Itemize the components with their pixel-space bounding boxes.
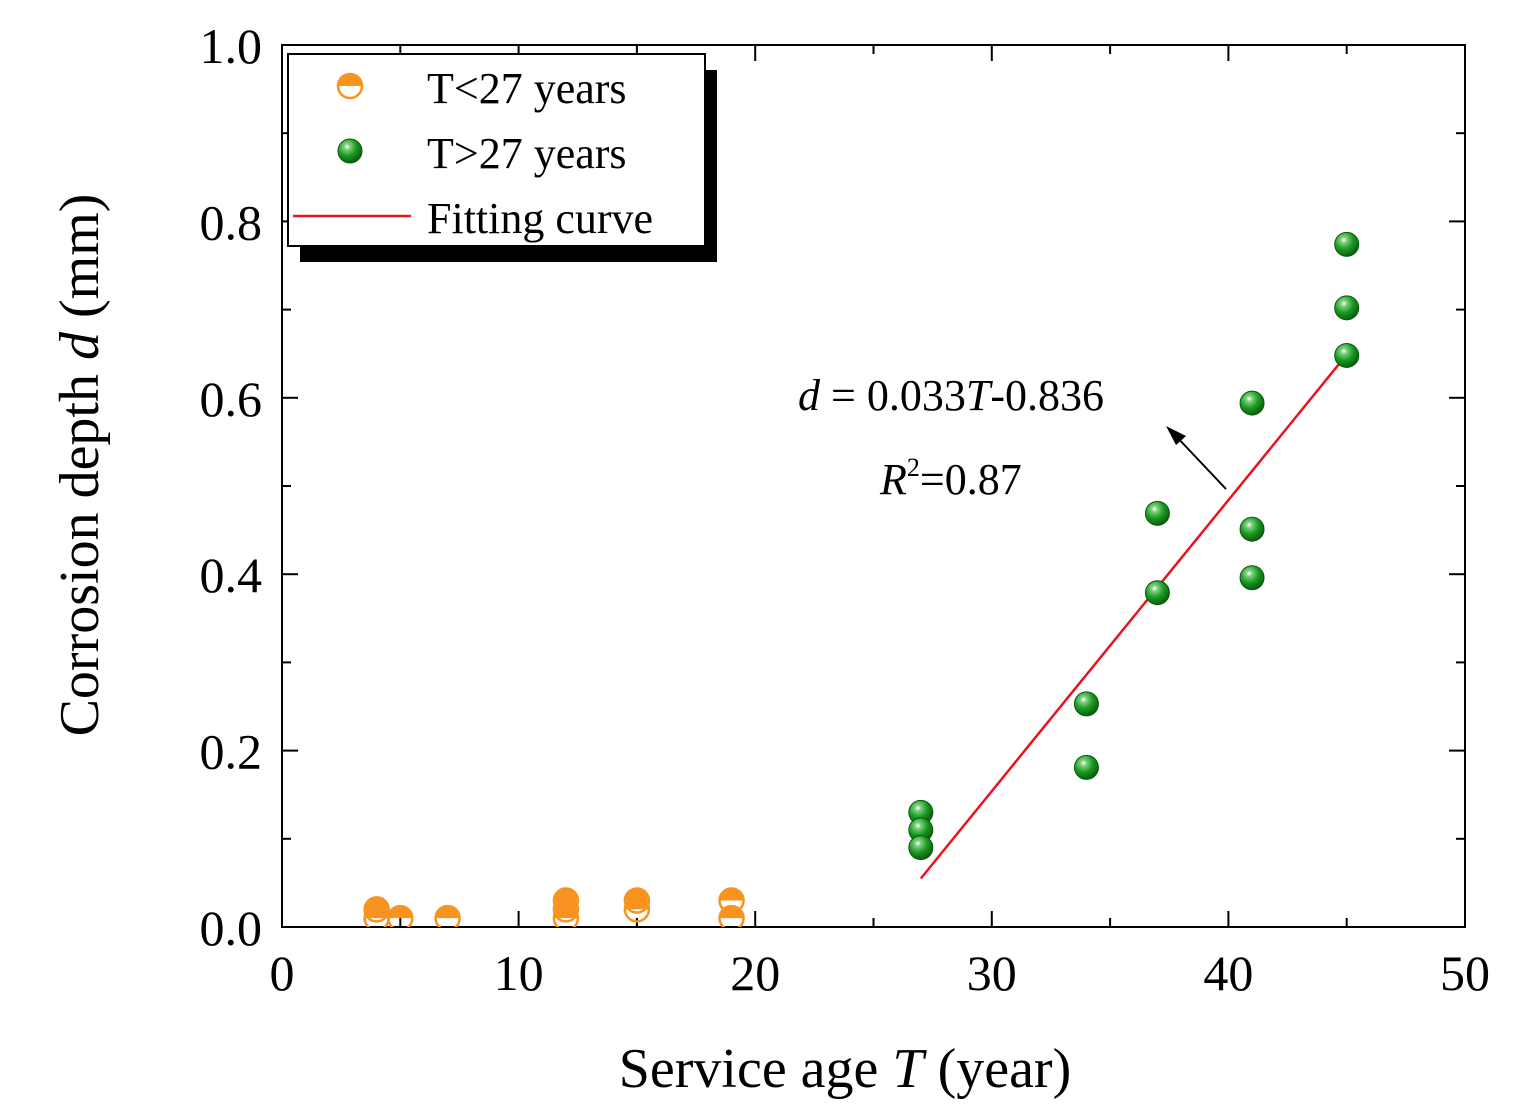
y-tick-labels: 0.0 0.2 0.4 0.6 0.8 1.0 (200, 18, 263, 956)
data-point-t-lt-27 (623, 896, 651, 923)
marker-outline (434, 904, 461, 927)
marker-outline (623, 896, 651, 923)
data-point-t-lt-27 (387, 904, 414, 927)
annotation-arrow (1166, 426, 1227, 490)
marker-sphere (1334, 295, 1360, 321)
marker-outline (552, 896, 580, 923)
data-point-t-lt-27 (363, 896, 390, 923)
x-tick-label: 30 (967, 945, 1017, 1001)
data-point-t-lt-27 (623, 887, 651, 914)
x-tick-label: 10 (494, 945, 544, 1001)
marker-outline (718, 904, 745, 927)
legend-half-circle-marker (336, 72, 364, 100)
x-tick-label: 40 (1203, 945, 1253, 1001)
marker-sphere (1334, 231, 1360, 257)
marker-outline (363, 896, 390, 923)
data-point-t-lt-27 (434, 904, 461, 927)
marker-sphere (1073, 754, 1099, 780)
data-point-t-lt-27 (718, 904, 745, 927)
data-points (363, 231, 1360, 927)
x-tick-label: 50 (1440, 945, 1490, 1001)
data-point-t-gt-27 (1334, 295, 1360, 321)
marker-outline (623, 887, 651, 914)
y-tick-label: 0.4 (200, 547, 263, 603)
legend-item-t-gt-27: T>27 years (337, 129, 627, 178)
y-axis-label: Corrosion depth d (mm) (49, 194, 111, 737)
data-point-t-gt-27 (1239, 565, 1265, 591)
marker-outline (552, 904, 580, 927)
marker-sphere (1239, 565, 1265, 591)
y-tick-label: 0.0 (200, 900, 263, 956)
legend-sphere-marker (337, 138, 363, 164)
y-tick-label: 0.6 (200, 371, 263, 427)
x-tick-labels: 0 10 20 30 40 50 (270, 945, 1491, 1001)
marker-sphere (1334, 342, 1360, 368)
legend-label-t-gt-27: T>27 years (427, 129, 627, 178)
legend-label-t-lt-27: T<27 years (427, 64, 627, 113)
data-point-t-gt-27 (1239, 390, 1265, 416)
legend-item-fitting-curve: Fitting curve (293, 194, 653, 243)
fit-equation: d = 0.033T-0.836 (798, 371, 1104, 420)
legend: T<27 years T>27 years Fitting curve (287, 53, 717, 262)
data-point-t-gt-27 (1334, 231, 1360, 257)
y-tick-label: 0.2 (200, 724, 263, 780)
legend-item-t-lt-27: T<27 years (336, 64, 627, 113)
x-tick-label: 20 (730, 945, 780, 1001)
marker-sphere (1239, 516, 1265, 542)
x-tick-label: 0 (270, 945, 295, 1001)
y-tick-label: 0.8 (200, 194, 263, 250)
data-point-t-gt-27 (1073, 754, 1099, 780)
marker-sphere (1239, 390, 1265, 416)
data-point-t-lt-27 (336, 72, 364, 100)
data-point-t-gt-27 (337, 138, 363, 164)
x-axis-label: Service age T (year) (619, 1038, 1071, 1100)
marker-sphere (1073, 691, 1099, 717)
marker-sphere (908, 835, 934, 861)
data-point-t-lt-27 (552, 896, 580, 923)
marker-sphere (337, 138, 363, 164)
data-point-t-gt-27 (1239, 516, 1265, 542)
marker-sphere (1144, 580, 1170, 606)
y-tick-label: 1.0 (200, 18, 263, 74)
data-point-t-gt-27 (1334, 342, 1360, 368)
data-point-t-gt-27 (1144, 580, 1170, 606)
marker-sphere (1144, 500, 1170, 526)
marker-outline (336, 72, 364, 100)
data-point-t-gt-27 (908, 835, 934, 861)
data-point-t-gt-27 (1144, 500, 1170, 526)
marker-outline (387, 904, 414, 927)
legend-label-fitting-curve: Fitting curve (427, 194, 653, 243)
fit-r-squared: R2=0.87 (879, 453, 1022, 504)
fitting-curve-line (919, 353, 1348, 880)
data-point-t-gt-27 (1073, 691, 1099, 717)
data-point-t-lt-27 (552, 904, 580, 927)
axis-ticks (281, 44, 1466, 928)
